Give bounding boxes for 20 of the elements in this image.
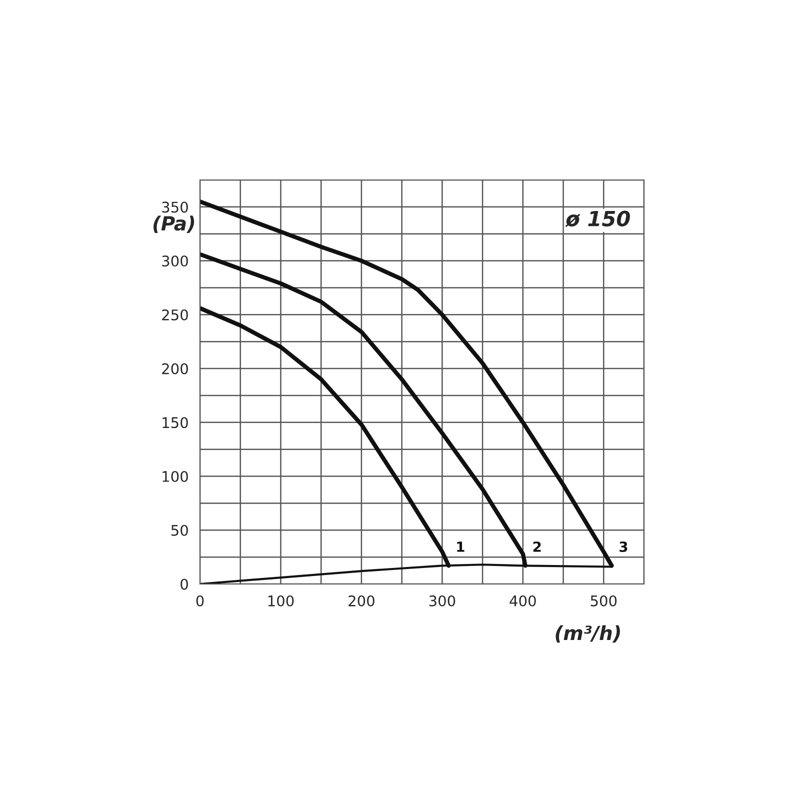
x-axis-title: (m³/h) — [556, 625, 620, 643]
series-label: 1 — [457, 542, 464, 552]
y-axis-title: (Pa) — [154, 216, 194, 233]
y-tick-label: 300 — [162, 256, 188, 267]
y-tick-label: 200 — [162, 363, 188, 374]
y-tick-label: 150 — [162, 417, 188, 428]
annotation: ø 150 — [565, 210, 630, 228]
series-label: 3 — [620, 541, 628, 552]
x-tick-label: 300 — [429, 595, 456, 606]
y-tick-label: 0 — [180, 578, 188, 590]
x-tick-label: 500 — [590, 595, 617, 606]
x-tick-label: 400 — [510, 595, 536, 606]
y-tick-label: 250 — [162, 309, 188, 320]
y-tick-label: 350 — [162, 202, 188, 213]
y-tick-label: 100 — [162, 470, 188, 482]
x-tick-label: 100 — [268, 595, 294, 606]
y-tick-label: 50 — [171, 524, 188, 536]
x-tick-label: 0 — [196, 595, 204, 606]
series-label: 2 — [533, 541, 541, 552]
x-tick-label: 200 — [348, 595, 374, 606]
